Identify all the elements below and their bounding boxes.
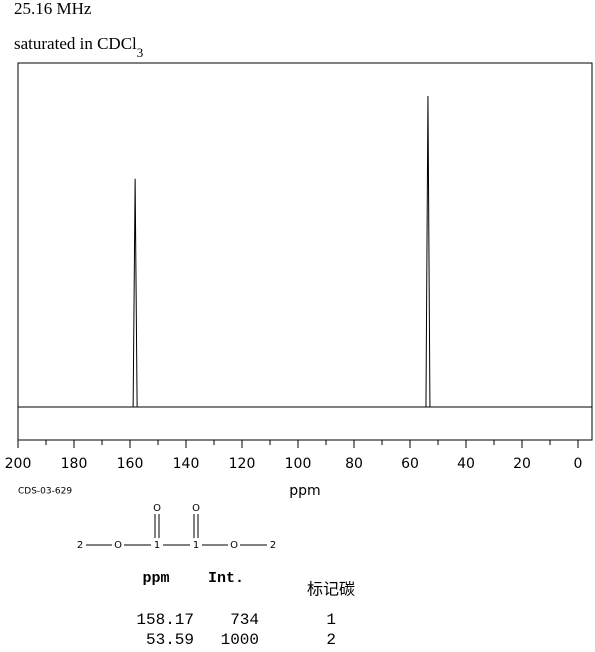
x-tick-label: 0 (574, 456, 583, 472)
atom: O (230, 540, 238, 551)
peak (132, 178, 138, 408)
atom: O (114, 540, 122, 551)
x-tick-label: 200 (5, 456, 32, 472)
structure: 2 O 1 1 O 2 O O (77, 503, 276, 551)
x-tick-label: 20 (513, 456, 531, 472)
x-tick-label: 40 (457, 456, 475, 472)
atom: 2 (270, 540, 276, 551)
table-header: 标记碳 (307, 580, 355, 599)
atom: O (192, 503, 200, 514)
atom: 1 (154, 540, 160, 551)
x-tick-label: 140 (173, 456, 200, 472)
peak (425, 95, 431, 408)
x-tick-label: 160 (117, 456, 144, 472)
table-cell: 53.59 (146, 631, 194, 649)
solvent-text: saturated in CDCl (14, 34, 137, 53)
x-tick-label: 100 (285, 456, 312, 472)
x-tick-label: 120 (229, 456, 256, 472)
peak-table: ppm Int. 标记碳 158.17 734 1 53.59 1000 2 (136, 570, 355, 649)
solvent: saturated in CDCl3 (14, 34, 143, 60)
table-cell: 2 (326, 631, 336, 649)
table-cell: 1000 (221, 631, 259, 649)
x-tick-label: 60 (401, 456, 419, 472)
frequency: 25.16 MHz (14, 0, 92, 18)
table-cell: 158.17 (136, 611, 194, 629)
atom: O (153, 503, 161, 514)
table-cell: 1 (326, 611, 336, 629)
solvent-subscript: 3 (137, 45, 144, 60)
plot-frame (17, 62, 593, 441)
x-tick-label: 180 (61, 456, 88, 472)
atom: 1 (193, 540, 199, 551)
x-axis-label: ppm (289, 483, 320, 499)
sample-id: CDS-03-629 (18, 487, 72, 497)
atom: 2 (77, 540, 83, 551)
x-tick-label: 80 (345, 456, 363, 472)
table-cell: 734 (230, 611, 259, 629)
table-header: ppm (142, 570, 169, 587)
table-header: Int. (208, 570, 244, 587)
